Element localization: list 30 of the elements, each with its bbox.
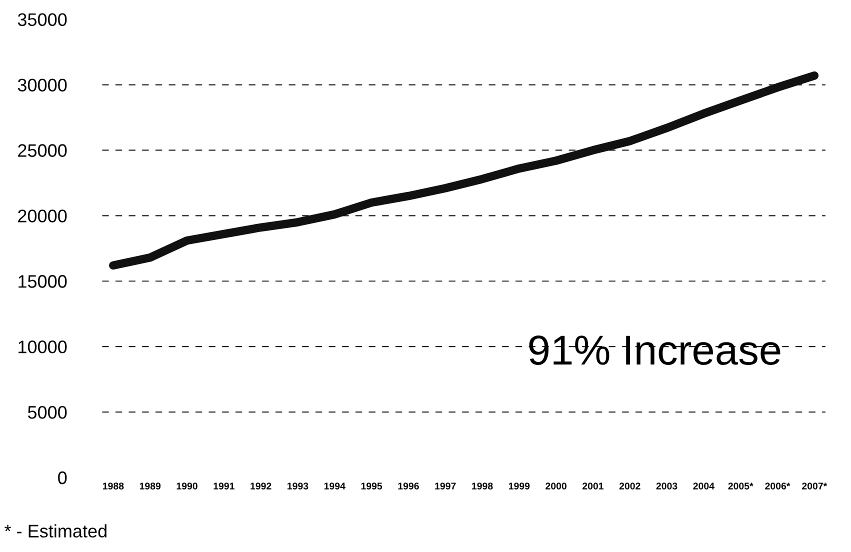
x-tick-label: 2000 (546, 482, 566, 490)
y-tick-label: 10000 (18, 340, 67, 354)
y-tick-label: 20000 (18, 210, 67, 222)
x-tick-label: 2005* (728, 482, 754, 490)
y-tick-label: 25000 (18, 144, 67, 157)
x-tick-label: 1995 (361, 482, 382, 490)
annotation: 91% Increase (529, 335, 780, 365)
x-tick-label: 1991 (214, 482, 234, 490)
x-tick-label: 2002 (619, 482, 640, 490)
y-tick-label: 30000 (18, 78, 67, 92)
x-tick-label: 1992 (250, 482, 272, 490)
y-tick-label: 5000 (28, 406, 67, 419)
x-tick-label: 1993 (288, 482, 308, 490)
x-tick-label: 1990 (176, 482, 198, 490)
x-tick-label: 2007* (802, 482, 828, 490)
y-tick-label: 0 (58, 471, 67, 484)
text: * - Estimated (4, 524, 106, 538)
x-tick-label: 2004 (693, 482, 714, 490)
x-tick-label: 1988 (102, 482, 124, 490)
x-tick-label: 2001 (582, 482, 604, 490)
x-tick-label: 1994 (324, 482, 346, 490)
x-tick-label: 1989 (140, 482, 161, 490)
x-tick-label: 1997 (435, 482, 456, 490)
x-tick-label: 1998 (472, 482, 493, 490)
x-tick-label: 1996 (398, 482, 419, 490)
y-tick-label: 15000 (18, 275, 67, 288)
x-tick-label: 2003 (656, 482, 678, 490)
x-tick-label: 1999 (508, 482, 530, 490)
x-tick-label: 2006* (765, 482, 790, 490)
y-tick-label: 35000 (18, 13, 67, 26)
